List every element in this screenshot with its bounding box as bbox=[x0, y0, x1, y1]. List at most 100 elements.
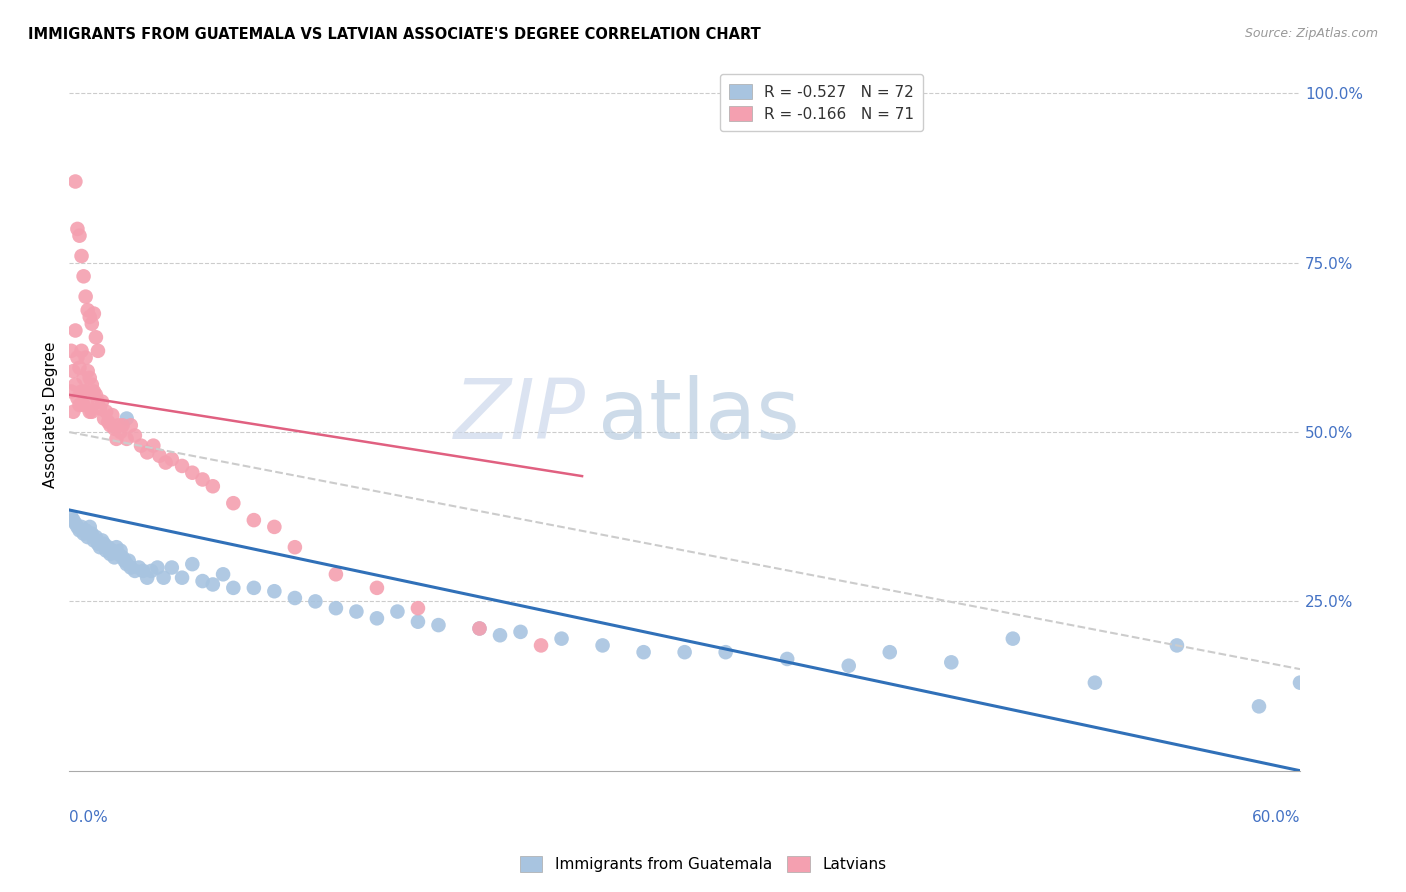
Point bbox=[75, 523, 97, 537]
Point bbox=[146, 560, 169, 574]
Point bbox=[98, 418, 121, 433]
Point bbox=[141, 564, 163, 578]
Point bbox=[79, 405, 101, 419]
Point bbox=[366, 581, 388, 595]
Point bbox=[91, 394, 114, 409]
Point bbox=[111, 418, 134, 433]
Point bbox=[263, 520, 285, 534]
Point bbox=[152, 571, 174, 585]
Point bbox=[76, 398, 98, 412]
Point bbox=[243, 513, 266, 527]
Text: 60.0%: 60.0% bbox=[1251, 810, 1301, 825]
Point bbox=[84, 530, 107, 544]
Point bbox=[129, 439, 152, 453]
Point bbox=[155, 456, 177, 470]
Point bbox=[110, 425, 132, 439]
Point bbox=[136, 445, 159, 459]
Point bbox=[222, 496, 245, 510]
Point bbox=[120, 418, 142, 433]
Point bbox=[128, 560, 150, 574]
Point bbox=[181, 466, 204, 480]
Point bbox=[284, 591, 307, 605]
Legend: R = -0.527   N = 72, R = -0.166   N = 71: R = -0.527 N = 72, R = -0.166 N = 71 bbox=[720, 74, 924, 131]
Point bbox=[93, 411, 115, 425]
Point bbox=[489, 628, 512, 642]
Point bbox=[115, 557, 138, 571]
Point bbox=[201, 479, 224, 493]
Point bbox=[284, 540, 307, 554]
Point bbox=[72, 371, 94, 385]
Point bbox=[427, 618, 450, 632]
Point bbox=[105, 432, 128, 446]
Point bbox=[62, 513, 84, 527]
Point bbox=[136, 571, 159, 585]
Point bbox=[83, 384, 105, 399]
Point bbox=[1289, 675, 1312, 690]
Point bbox=[96, 405, 118, 419]
Point bbox=[344, 605, 367, 619]
Point bbox=[79, 520, 101, 534]
Point bbox=[530, 639, 553, 653]
Point bbox=[97, 415, 120, 429]
Point bbox=[66, 391, 89, 405]
Point bbox=[191, 473, 214, 487]
Point bbox=[1247, 699, 1270, 714]
Point bbox=[406, 615, 429, 629]
Point bbox=[212, 567, 235, 582]
Point bbox=[83, 533, 105, 548]
Point bbox=[132, 564, 155, 578]
Point bbox=[66, 222, 89, 236]
Point bbox=[107, 547, 129, 561]
Point bbox=[66, 351, 89, 365]
Point bbox=[941, 656, 963, 670]
Point bbox=[124, 428, 146, 442]
Point bbox=[70, 343, 93, 358]
Point bbox=[468, 622, 491, 636]
Point bbox=[79, 371, 101, 385]
Point bbox=[263, 584, 285, 599]
Point bbox=[120, 560, 142, 574]
Point bbox=[160, 560, 183, 574]
Point bbox=[142, 439, 165, 453]
Point bbox=[114, 554, 136, 568]
Point bbox=[91, 533, 114, 548]
Point bbox=[103, 550, 125, 565]
Point bbox=[1166, 639, 1188, 653]
Point bbox=[879, 645, 901, 659]
Point bbox=[170, 571, 193, 585]
Point bbox=[70, 249, 93, 263]
Point bbox=[181, 557, 204, 571]
Point bbox=[65, 516, 87, 531]
Point bbox=[714, 645, 737, 659]
Text: Source: ZipAtlas.com: Source: ZipAtlas.com bbox=[1244, 27, 1378, 40]
Point bbox=[62, 405, 84, 419]
Point bbox=[87, 343, 110, 358]
Point bbox=[160, 452, 183, 467]
Point bbox=[65, 174, 87, 188]
Point bbox=[97, 540, 120, 554]
Point bbox=[191, 574, 214, 588]
Point bbox=[75, 290, 97, 304]
Point bbox=[72, 526, 94, 541]
Point bbox=[75, 351, 97, 365]
Point bbox=[80, 377, 103, 392]
Point bbox=[93, 537, 115, 551]
Y-axis label: Associate's Degree: Associate's Degree bbox=[44, 342, 58, 489]
Point bbox=[79, 310, 101, 324]
Point bbox=[83, 307, 105, 321]
Point bbox=[80, 405, 103, 419]
Point bbox=[325, 601, 347, 615]
Point bbox=[96, 543, 118, 558]
Point bbox=[80, 317, 103, 331]
Point bbox=[69, 398, 91, 412]
Point bbox=[222, 581, 245, 595]
Point bbox=[148, 449, 170, 463]
Point bbox=[387, 605, 409, 619]
Point bbox=[70, 520, 93, 534]
Point bbox=[115, 411, 138, 425]
Point bbox=[72, 398, 94, 412]
Point bbox=[243, 581, 266, 595]
Point bbox=[107, 418, 129, 433]
Point bbox=[76, 530, 98, 544]
Point bbox=[110, 543, 132, 558]
